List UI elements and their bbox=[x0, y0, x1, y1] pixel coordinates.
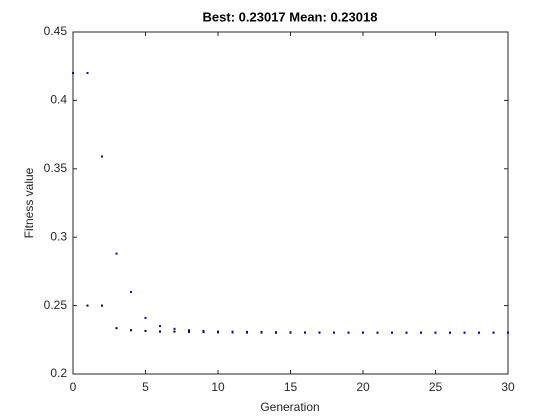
y-tick-label: 0.45 bbox=[44, 24, 68, 38]
point bbox=[86, 304, 89, 307]
point bbox=[144, 316, 147, 319]
point bbox=[492, 331, 495, 334]
x-tick-label: 30 bbox=[501, 380, 515, 394]
point bbox=[333, 331, 335, 334]
point bbox=[231, 330, 234, 333]
y-tick-label: 0.35 bbox=[44, 161, 68, 175]
y-tick-label: 0.2 bbox=[50, 366, 67, 380]
point bbox=[304, 331, 306, 334]
point bbox=[318, 331, 321, 334]
x-tick-label: 25 bbox=[429, 380, 443, 394]
point bbox=[115, 327, 118, 330]
point bbox=[173, 330, 176, 333]
point bbox=[478, 331, 480, 334]
point bbox=[260, 331, 263, 334]
point bbox=[362, 331, 364, 334]
point bbox=[449, 331, 451, 334]
point bbox=[115, 252, 118, 255]
point bbox=[507, 331, 509, 334]
y-tick-label: 0.25 bbox=[44, 298, 68, 312]
point bbox=[101, 304, 103, 307]
point bbox=[130, 329, 132, 332]
x-tick-label: 5 bbox=[142, 380, 149, 394]
point bbox=[434, 331, 437, 334]
point bbox=[188, 329, 190, 332]
point bbox=[101, 155, 103, 158]
x-tick-label: 15 bbox=[284, 380, 298, 394]
point bbox=[391, 331, 393, 334]
point bbox=[420, 331, 422, 334]
point bbox=[202, 329, 205, 332]
point bbox=[159, 330, 161, 333]
point bbox=[275, 331, 277, 334]
point bbox=[376, 331, 379, 334]
y-axis-label: Fitness value bbox=[22, 167, 36, 238]
point bbox=[289, 331, 292, 334]
point bbox=[347, 331, 350, 334]
x-tick-label: 10 bbox=[211, 380, 225, 394]
x-tick-label: 0 bbox=[70, 380, 77, 394]
point bbox=[173, 327, 176, 330]
point bbox=[202, 331, 205, 334]
point bbox=[144, 329, 147, 332]
chart-title: Best: 0.23017 Mean: 0.23018 bbox=[203, 9, 378, 24]
y-tick-label: 0.4 bbox=[50, 93, 67, 107]
point bbox=[217, 330, 219, 333]
point bbox=[405, 331, 408, 334]
point bbox=[188, 330, 190, 333]
point bbox=[86, 72, 89, 75]
point bbox=[159, 325, 161, 328]
x-tick-label: 20 bbox=[356, 380, 370, 394]
point bbox=[72, 72, 74, 75]
point bbox=[130, 290, 132, 293]
x-axis-label: Generation bbox=[260, 400, 319, 414]
point bbox=[246, 330, 248, 333]
y-tick-label: 0.3 bbox=[50, 229, 67, 243]
point bbox=[463, 331, 466, 334]
